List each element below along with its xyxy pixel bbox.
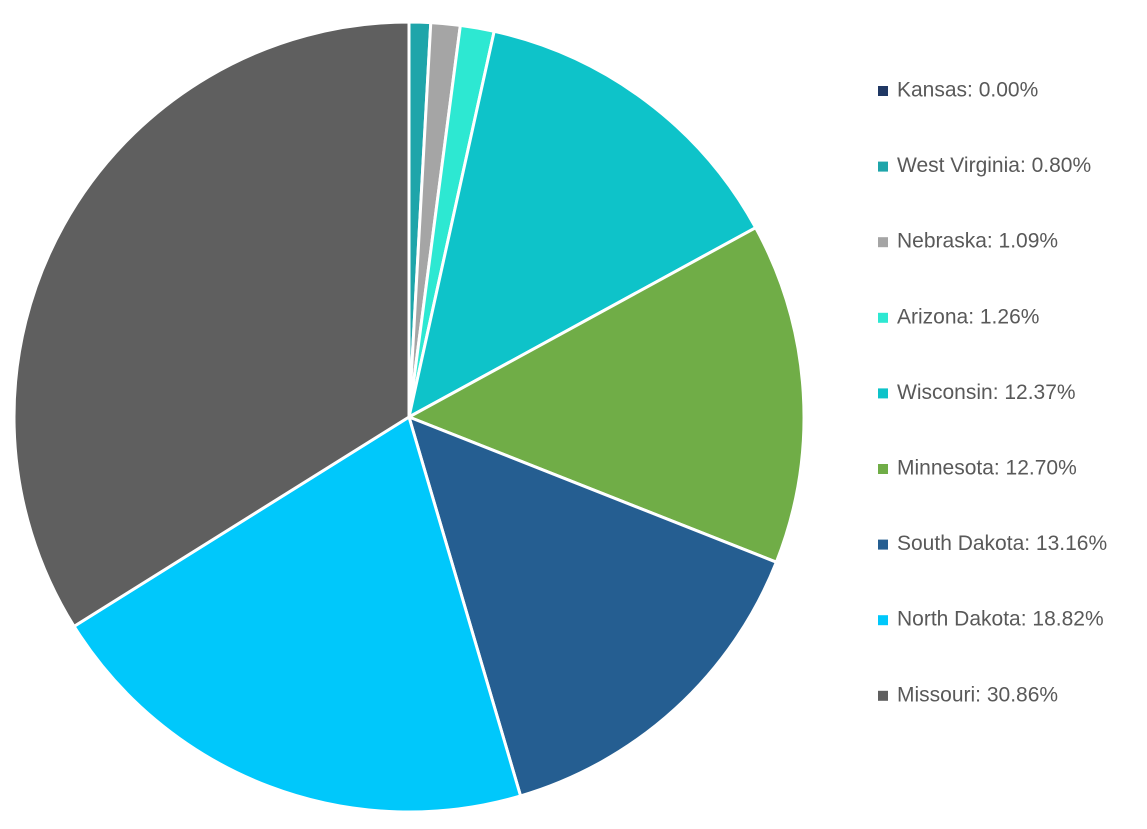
legend-label: Nebraska: 1.09% <box>897 230 1058 253</box>
legend-swatch <box>878 161 888 172</box>
legend-swatch <box>878 615 888 626</box>
legend-swatch <box>878 388 888 399</box>
legend-swatch <box>878 690 888 701</box>
pie-slice <box>407 29 758 419</box>
pie-slice <box>407 226 806 564</box>
legend-swatch <box>878 312 888 323</box>
legend-label: Kansas: 0.00% <box>897 79 1038 102</box>
legend-label: North Dakota: 18.82% <box>897 608 1104 631</box>
legend-label: Wisconsin: 12.37% <box>897 381 1076 404</box>
legend-label: Arizona: 1.26% <box>897 305 1039 328</box>
pie-slice <box>12 20 411 628</box>
legend-label: South Dakota: 13.16% <box>897 532 1107 555</box>
pie-slice <box>72 415 523 814</box>
legend-label: Minnesota: 12.70% <box>897 457 1077 480</box>
legend-swatch <box>878 237 888 248</box>
legend-swatch <box>878 86 888 96</box>
legend-label: West Virginia: 0.80% <box>897 154 1091 177</box>
legend-label: Missouri: 30.86% <box>897 683 1058 706</box>
legend-swatch <box>878 539 888 550</box>
pie-slice <box>407 415 778 798</box>
legend-swatch <box>878 464 888 474</box>
